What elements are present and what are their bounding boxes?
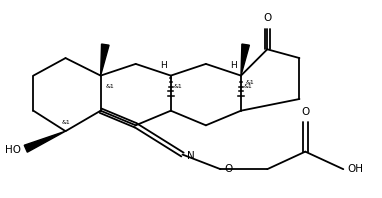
- Text: HO: HO: [5, 145, 21, 155]
- Text: &1: &1: [243, 84, 252, 89]
- Text: &1: &1: [105, 84, 114, 89]
- Text: &1: &1: [173, 84, 182, 89]
- Polygon shape: [24, 131, 66, 152]
- Polygon shape: [241, 44, 249, 76]
- Text: &1: &1: [246, 80, 254, 85]
- Text: OH: OH: [347, 164, 363, 174]
- Text: &1: &1: [61, 120, 70, 126]
- Text: H: H: [160, 61, 167, 70]
- Text: N: N: [187, 151, 195, 161]
- Text: O: O: [263, 13, 271, 23]
- Text: H: H: [230, 61, 237, 70]
- Polygon shape: [100, 44, 109, 76]
- Text: O: O: [301, 107, 309, 117]
- Text: O: O: [225, 164, 233, 174]
